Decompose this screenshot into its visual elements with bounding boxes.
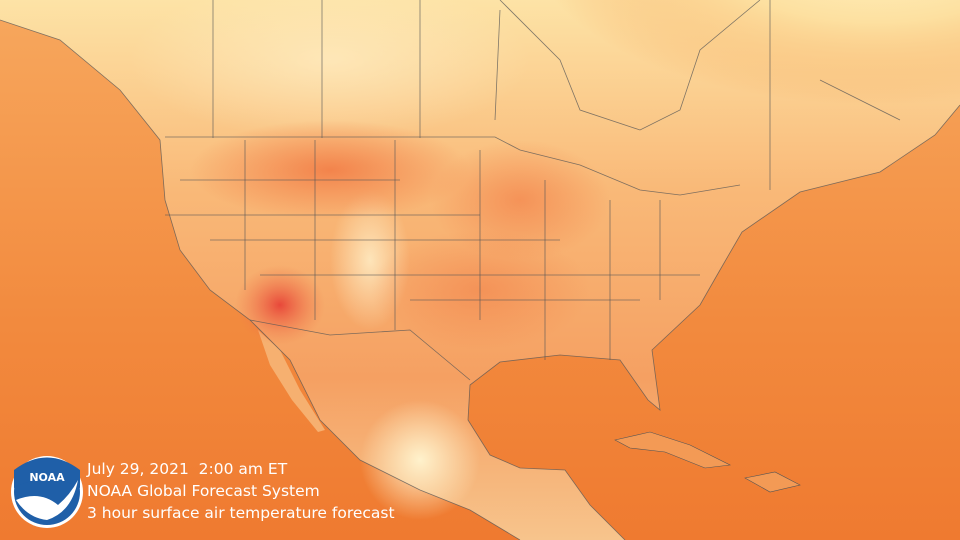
logo-text: NOAA — [29, 471, 65, 484]
caption-date: July 29, 2021 2:00 am ET — [86, 460, 288, 478]
warm-region — [190, 120, 470, 220]
cool-region — [530, 0, 960, 160]
caption-source: NOAA Global Forecast System — [87, 482, 320, 500]
hot-region — [235, 265, 325, 345]
warm-region — [430, 140, 610, 260]
logo-bird — [16, 480, 78, 520]
baja — [258, 330, 325, 432]
noaa-logo: NOAA — [11, 456, 83, 528]
caption-description: 3 hour surface air temperature forecast — [87, 504, 395, 522]
cuba — [614, 431, 732, 469]
cool-region — [130, 0, 530, 140]
hispaniola — [744, 471, 801, 493]
cool-region — [360, 400, 480, 520]
logo-top — [14, 457, 80, 488]
